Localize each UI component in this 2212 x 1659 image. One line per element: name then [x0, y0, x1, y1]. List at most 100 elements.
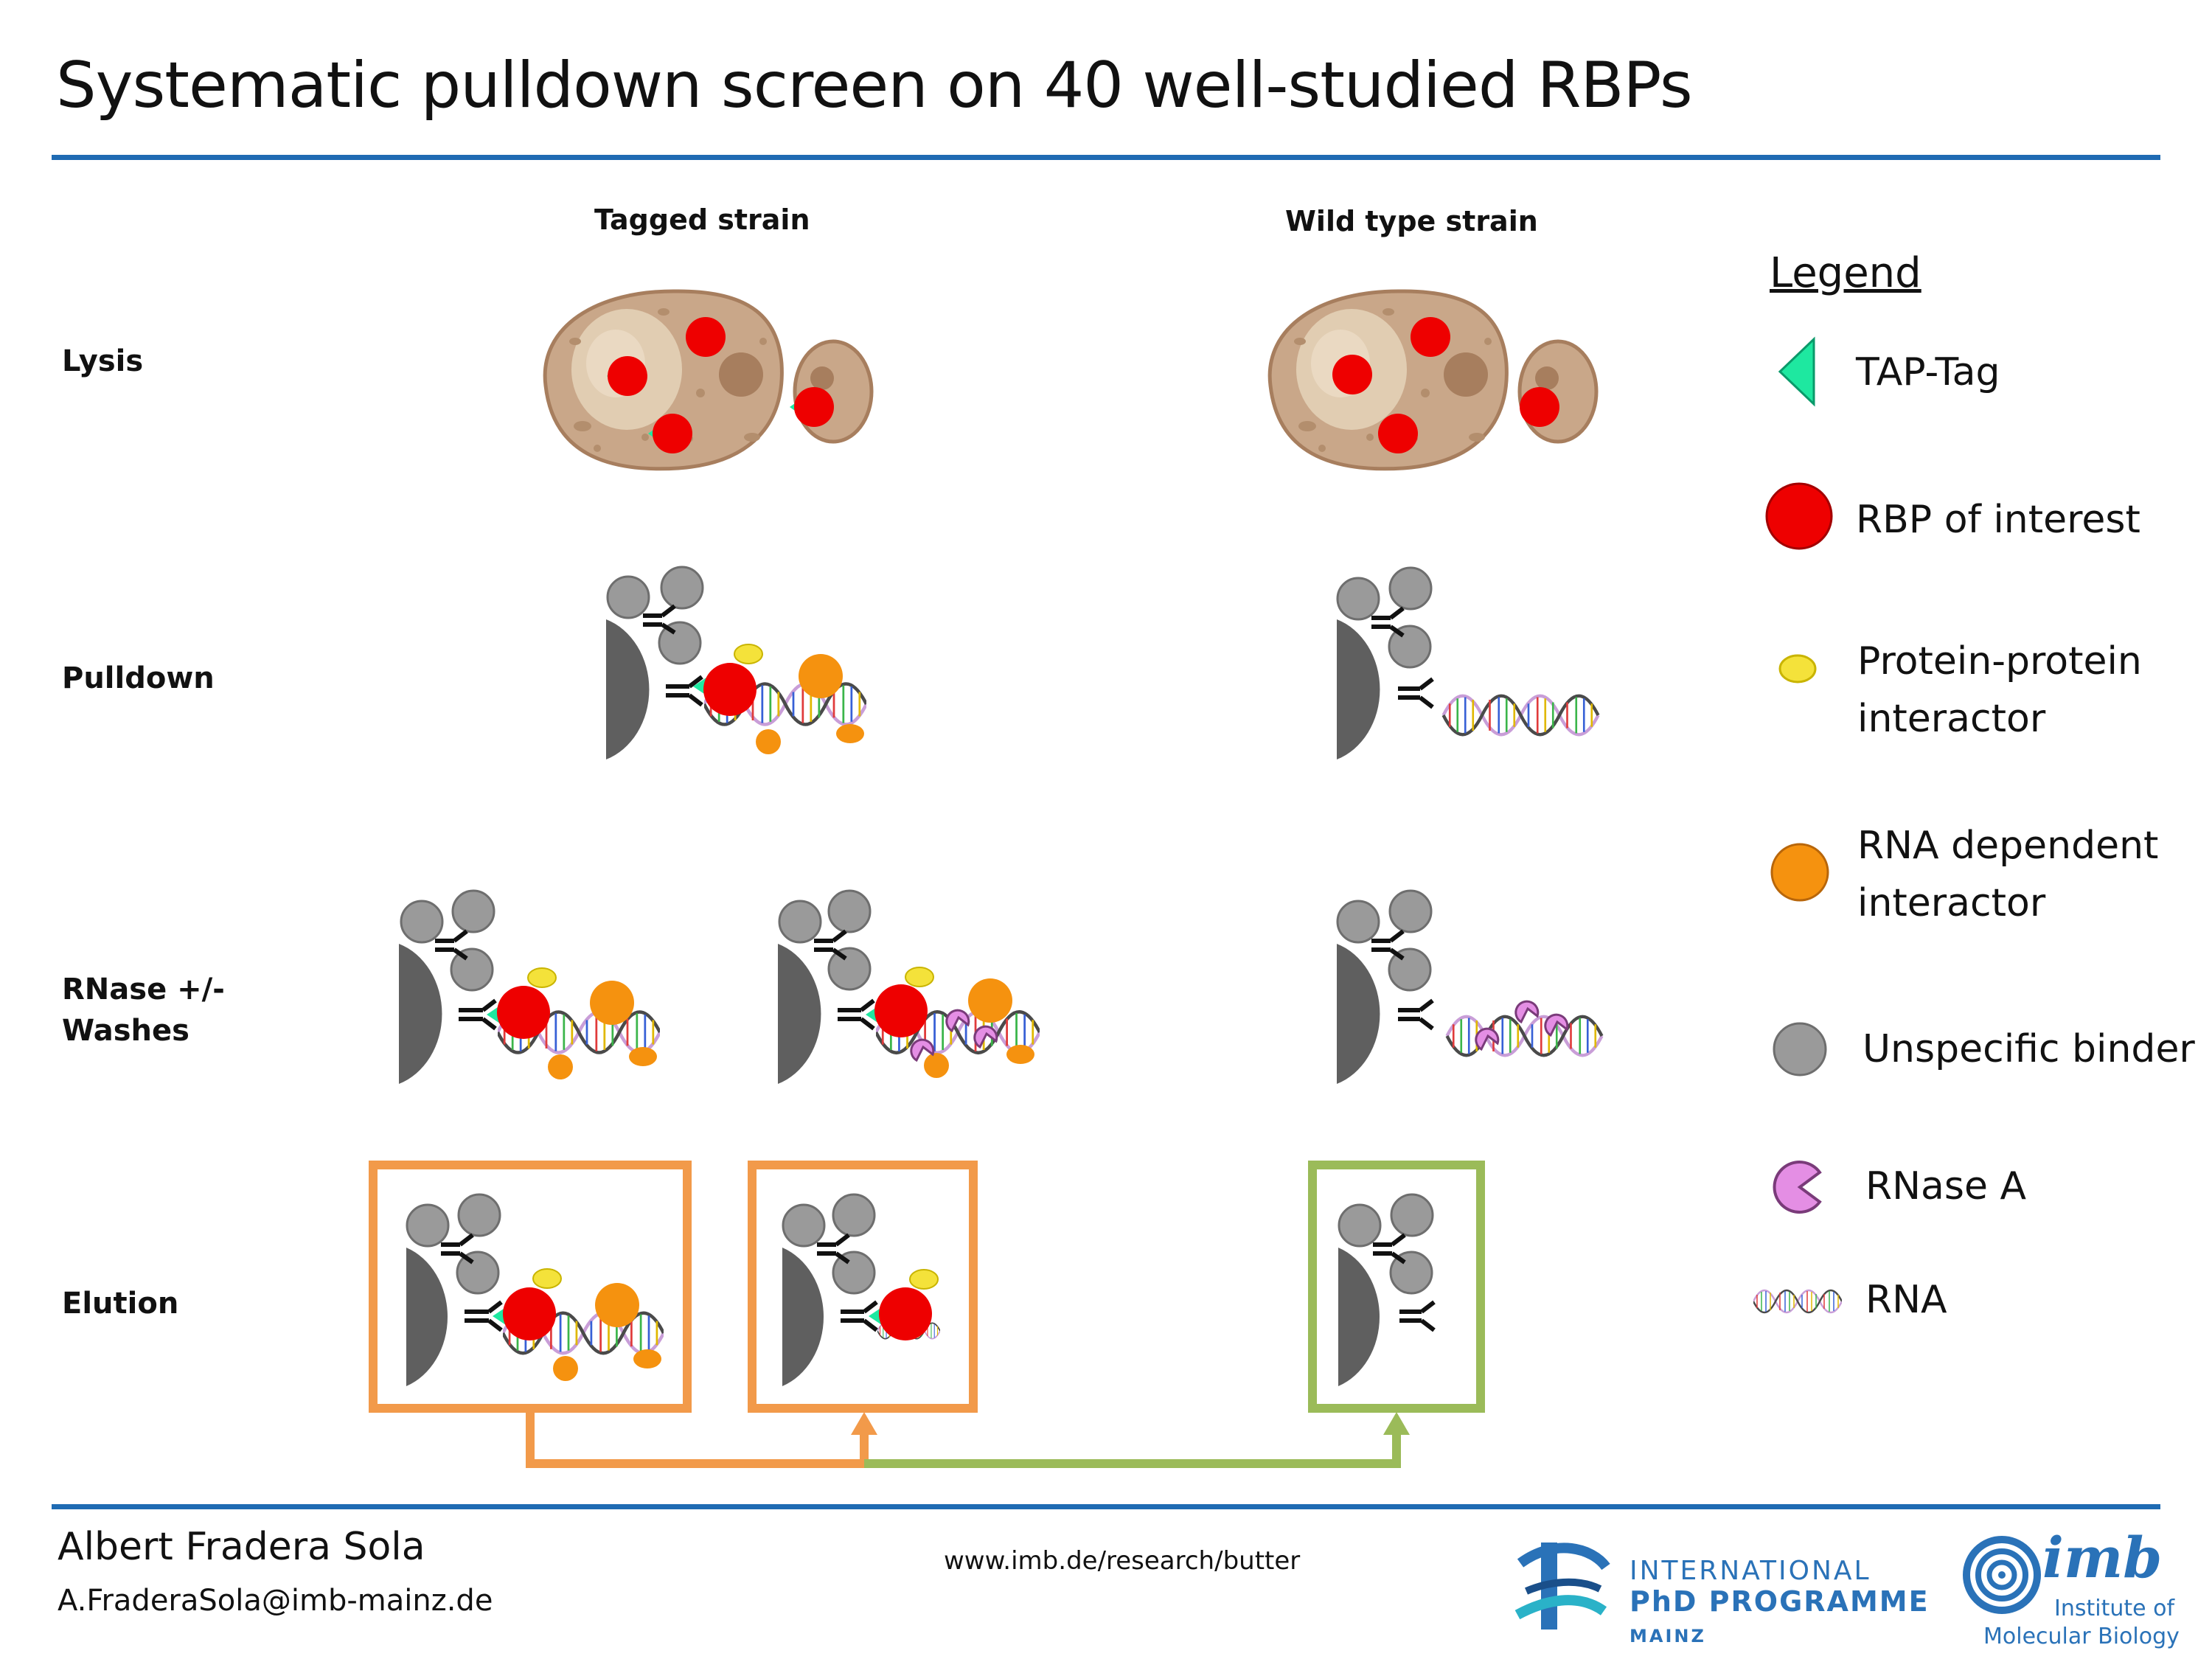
unspecific-binder-icon [658, 621, 702, 665]
rnase-a-icon [973, 1025, 998, 1049]
antibody-icon [643, 604, 703, 707]
legend-label-rdi-line1: RNA dependent [1857, 824, 2159, 868]
green-connector [864, 1427, 1401, 1468]
rna-dependent-interactor-icon [924, 1053, 949, 1078]
protein-protein-interactor-icon [532, 1268, 562, 1289]
rdi-legend-icon [1770, 843, 1829, 902]
rbp-icon [1378, 414, 1418, 453]
arrow-head-icon [1383, 1412, 1410, 1435]
unspecific-binder-icon [1338, 1203, 1382, 1248]
tap-tag-legend-icon [1778, 336, 1815, 407]
tap-tag-icon [869, 1307, 882, 1325]
row-label-rnase-line1: RNase +/- [62, 973, 225, 1006]
rna-dependent-interactor-icon [590, 981, 634, 1025]
rbp-icon [608, 356, 647, 396]
bead-icon [778, 944, 821, 1084]
unspecific-binder-icon [832, 1251, 876, 1295]
elution-rnase-plus [782, 1193, 940, 1386]
protein-protein-interactor-icon [905, 967, 934, 987]
row-label-pulldown: Pulldown [62, 661, 215, 695]
rna-dependent-interactor-icon [548, 1054, 573, 1079]
legend-label-tap-tag: TAP-Tag [1856, 350, 2000, 394]
row-label-rnase: RNase +/- Washes [62, 969, 225, 1051]
rnase-a-icon [1475, 1027, 1500, 1051]
legend-label-rnase: RNase A [1865, 1164, 2027, 1208]
ipp-logo-line2: PhD PROGRAMME [1630, 1585, 1930, 1618]
slide-title: Systematic pulldown screen on 40 well-st… [56, 49, 1693, 122]
legend-label-rbp: RBP of interest [1856, 498, 2140, 542]
rnase-a-icon [945, 1009, 970, 1033]
bead-icon [606, 619, 650, 759]
rna-dependent-interactor-icon [799, 654, 843, 698]
unspecific-binder-icon [451, 889, 495, 933]
imb-logo-line2: Molecular Biology [1983, 1624, 2180, 1649]
unspecific-binder-icon [400, 900, 444, 944]
pulldown-tagged [606, 566, 866, 759]
antibody-icon [1373, 1233, 1436, 1332]
rnase-a-icon [1514, 1000, 1540, 1024]
title-divider [52, 155, 2160, 160]
antibody-icon [1371, 929, 1434, 1031]
rnase-minus-tagged [399, 889, 660, 1084]
rna-dependent-interactor-icon [553, 1356, 578, 1381]
unspecific-binder-icon [406, 1203, 450, 1248]
bead-icon [1338, 1248, 1380, 1386]
column-header-tagged: Tagged strain [594, 204, 810, 236]
protein-protein-interactor-icon [734, 644, 763, 664]
imb-logo-wordmark: imb [2042, 1525, 2163, 1590]
project-url[interactable]: www.imb.de/research/butter [944, 1546, 1301, 1576]
pulldown-wild-type [1336, 566, 1599, 759]
rna-dependent-interactor-icon [633, 1349, 661, 1368]
rnase-plus-tagged [778, 889, 1040, 1084]
elution-wild-type [1338, 1193, 1436, 1386]
rna-icon [1444, 696, 1599, 735]
unspecific-binder-icon [660, 566, 704, 610]
rnase-legend-icon [1773, 1161, 1822, 1214]
unspecific-binder-icon [832, 1193, 876, 1237]
antibody-icon [1371, 606, 1434, 709]
legend-label-ppi-line2: interactor [1857, 697, 2046, 741]
rna-dependent-interactor-icon [756, 729, 781, 754]
rbp-icon [503, 1287, 556, 1340]
elution-box-wild-type [1308, 1161, 1485, 1413]
rbp-icon [686, 317, 726, 357]
rnase-a-icon [910, 1038, 935, 1062]
rna-dependent-interactor-icon [629, 1047, 657, 1066]
ipp-logo-line3: MAINZ [1630, 1626, 1706, 1646]
row-label-lysis: Lysis [62, 344, 144, 378]
unspecific-binder-icon [457, 1193, 501, 1237]
unspecific-binder-icon [1336, 577, 1380, 621]
rbp-icon [497, 986, 550, 1039]
legend-title: Legend [1770, 249, 1921, 297]
orange-connector [526, 1408, 864, 1468]
elution-box-rnase-plus [748, 1161, 978, 1413]
rbp-icon [874, 984, 928, 1037]
ppi-legend-icon [1778, 654, 1817, 684]
legend-label-rna: RNA [1865, 1278, 1947, 1322]
legend-label-rdi: RNA dependent interactor [1857, 817, 2158, 932]
legend-label-rdi-line2: interactor [1857, 881, 2046, 925]
unspecific-binder-icon [1388, 625, 1432, 669]
legend-label-ppi: Protein-protein interactor [1857, 633, 2142, 748]
rna-dependent-interactor-icon [836, 724, 864, 743]
antibody-icon [441, 1233, 503, 1332]
rbp-icon [1520, 387, 1559, 427]
rna-dependent-interactor-icon [1006, 1045, 1034, 1064]
unspecific-legend-icon [1773, 1022, 1827, 1077]
rbp-legend-icon [1765, 482, 1833, 550]
rbp-icon [703, 663, 757, 716]
ipp-logo-mark [1514, 1543, 1610, 1630]
rna-icon [1447, 1017, 1602, 1056]
author-email[interactable]: A.FraderaSola@imb-mainz.de [58, 1584, 493, 1618]
unspecific-binder-icon [1388, 947, 1432, 992]
rbp-icon [653, 414, 692, 453]
unspecific-binder-icon [1336, 900, 1380, 944]
lysis-wild-type [1270, 291, 1596, 469]
ipp-logo-line1: INTERNATIONAL [1630, 1556, 1871, 1586]
unspecific-binder-icon [450, 947, 494, 992]
rna-legend-icon [1753, 1289, 1842, 1314]
bead-icon [1337, 944, 1380, 1084]
rna-dependent-interactor-icon [595, 1283, 639, 1327]
imb-logo-mark [1963, 1536, 2041, 1614]
unspecific-binder-icon [1390, 1193, 1434, 1237]
